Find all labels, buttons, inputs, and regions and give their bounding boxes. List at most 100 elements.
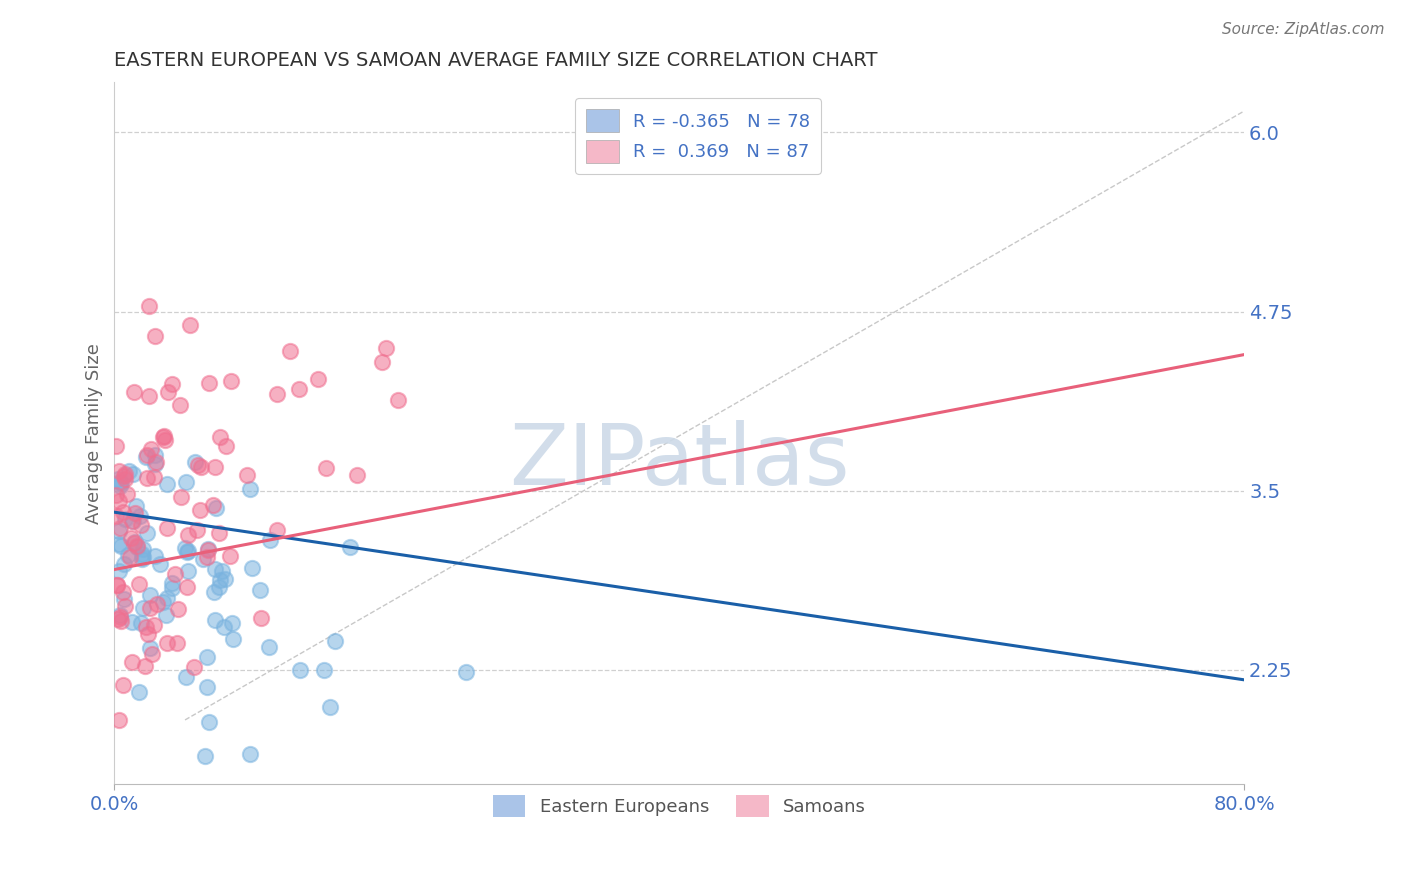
Point [131, 615, 153, 630]
Point [197, 543, 219, 558]
Point [166, 601, 188, 615]
Point [221, 615, 243, 630]
Point [211, 564, 233, 578]
Point [107, 713, 129, 727]
Point [156, 476, 179, 491]
Point [177, 565, 200, 579]
Point [195, 649, 218, 664]
Point [117, 549, 139, 563]
Point [152, 595, 174, 609]
Text: Source: ZipAtlas.com: Source: ZipAtlas.com [1222, 22, 1385, 37]
Point [121, 515, 143, 529]
Point [111, 504, 134, 518]
Point [111, 585, 134, 599]
Point [143, 448, 166, 462]
Point [114, 472, 136, 486]
Point [141, 647, 163, 661]
Point [156, 385, 179, 400]
Point [339, 540, 361, 554]
Point [198, 715, 221, 730]
Point [214, 439, 236, 453]
Point [128, 684, 150, 698]
Point [107, 473, 129, 487]
Point [176, 544, 198, 558]
Point [195, 550, 218, 565]
Point [221, 374, 243, 388]
Point [259, 533, 281, 548]
Point [117, 487, 139, 501]
Point [110, 476, 132, 491]
Legend: Eastern Europeans, Samoans: Eastern Europeans, Samoans [485, 788, 873, 824]
Point [204, 459, 226, 474]
Point [128, 576, 150, 591]
Point [114, 512, 136, 526]
Point [135, 450, 157, 464]
Point [143, 549, 166, 564]
Point [134, 658, 156, 673]
Point [105, 578, 128, 592]
Point [239, 747, 262, 761]
Point [239, 482, 262, 496]
Point [156, 591, 179, 605]
Point [124, 535, 146, 549]
Point [153, 429, 176, 443]
Point [131, 541, 153, 556]
Point [201, 498, 224, 512]
Point [108, 537, 131, 551]
Point [120, 531, 142, 545]
Point [177, 528, 200, 542]
Point [108, 608, 131, 623]
Point [143, 329, 166, 343]
Point [105, 578, 128, 592]
Point [129, 518, 152, 533]
Point [191, 552, 214, 566]
Point [124, 506, 146, 520]
Point [208, 581, 231, 595]
Point [183, 659, 205, 673]
Point [122, 536, 145, 550]
Point [110, 539, 132, 553]
Point [108, 520, 131, 534]
Point [166, 636, 188, 650]
Point [108, 479, 131, 493]
Point [135, 620, 157, 634]
Point [156, 521, 179, 535]
Point [160, 582, 183, 596]
Point [219, 549, 242, 564]
Point [204, 501, 226, 516]
Point [209, 573, 232, 587]
Point [174, 475, 197, 490]
Point [118, 464, 141, 478]
Point [112, 557, 135, 571]
Point [288, 663, 311, 677]
Point [187, 458, 209, 472]
Point [114, 467, 136, 482]
Point [121, 615, 143, 630]
Point [156, 636, 179, 650]
Point [131, 550, 153, 565]
Point [135, 448, 157, 462]
Point [209, 429, 232, 443]
Point [371, 355, 394, 369]
Point [177, 544, 200, 558]
Point [197, 541, 219, 556]
Point [108, 494, 131, 508]
Point [141, 442, 163, 456]
Point [375, 341, 398, 355]
Point [204, 613, 226, 627]
Point [221, 632, 243, 646]
Point [136, 627, 159, 641]
Point [212, 620, 235, 634]
Point [122, 467, 145, 481]
Point [104, 439, 127, 453]
Point [127, 540, 149, 554]
Point [314, 663, 336, 677]
Point [132, 601, 155, 615]
Point [104, 488, 127, 502]
Point [138, 299, 160, 313]
Point [143, 469, 166, 483]
Point [204, 562, 226, 576]
Point [131, 551, 153, 566]
Point [173, 541, 195, 555]
Point [125, 500, 148, 514]
